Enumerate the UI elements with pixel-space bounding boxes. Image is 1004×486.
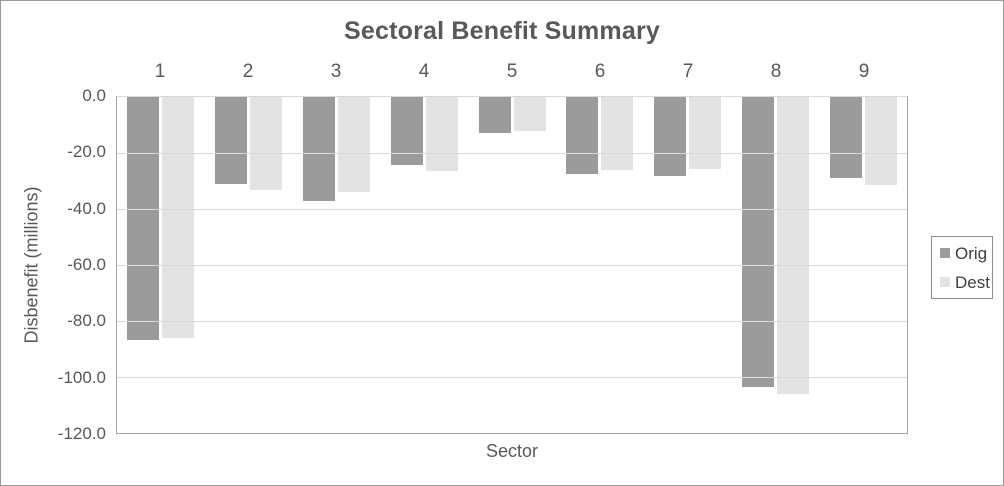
value-axis-labels: 0.0 -20.0 -40.0 -60.0 -80.0 -100.0 -120.0 <box>1 86 106 443</box>
bar-dest-sector-5 <box>513 97 546 132</box>
bar-group-sector-9 <box>819 97 907 433</box>
plot-area <box>116 96 908 434</box>
legend: Orig Dest <box>931 236 993 299</box>
legend-label: Orig <box>955 243 988 263</box>
category-label: 2 <box>242 61 254 82</box>
category-label: 4 <box>418 61 430 82</box>
x-axis-title: Sector <box>485 441 539 461</box>
y-axis-title: Disbenefit (millions) <box>21 186 42 344</box>
bar-orig-sector-5 <box>478 97 511 133</box>
value-axis-tick-label: -80.0 <box>67 311 106 331</box>
bar-orig-sector-7 <box>654 97 687 176</box>
gridline <box>117 153 907 154</box>
bar-orig-sector-4 <box>390 97 423 166</box>
bar-orig-sector-8 <box>741 97 774 388</box>
bar-group-sector-6 <box>556 97 644 433</box>
bar-orig-sector-6 <box>566 97 599 174</box>
legend-item-dest: Dest <box>940 274 992 291</box>
gridline <box>117 321 907 322</box>
bar-dest-sector-9 <box>864 97 897 186</box>
bar-group-sector-8 <box>731 97 819 433</box>
bar-dest-sector-6 <box>601 97 634 171</box>
bar-dest-sector-7 <box>689 97 722 170</box>
bar-orig-sector-2 <box>215 97 248 185</box>
bar-dest-sector-4 <box>425 97 458 171</box>
category-axis-labels: 1 2 3 4 5 6 7 8 9 <box>116 59 908 85</box>
category-label: 5 <box>506 61 518 82</box>
bar-dest-sector-3 <box>337 97 370 192</box>
bar-orig-sector-9 <box>829 97 862 179</box>
bar-group-sector-5 <box>468 97 556 433</box>
category-label: 8 <box>770 61 782 82</box>
category-label: 9 <box>858 61 870 82</box>
bar-group-sector-1 <box>117 97 205 433</box>
value-axis-tick-label: -100.0 <box>57 367 106 387</box>
category-label: 3 <box>330 61 342 82</box>
value-axis-tick-label: 0.0 <box>82 86 106 105</box>
legend-swatch-orig <box>940 248 950 258</box>
category-label: 6 <box>594 61 606 82</box>
bar-group-sector-7 <box>644 97 732 433</box>
gridline <box>117 265 907 266</box>
category-label: 7 <box>682 61 694 82</box>
legend-item-orig: Orig <box>940 245 992 262</box>
value-axis-tick-label: -60.0 <box>67 255 106 274</box>
bar-dest-sector-2 <box>250 97 283 190</box>
value-axis-tick-label: -120.0 <box>57 424 106 443</box>
category-label: 1 <box>154 61 166 82</box>
bar-group-sector-4 <box>380 97 468 433</box>
legend-label: Dest <box>955 272 990 292</box>
bar-dest-sector-8 <box>776 97 809 394</box>
chart-title: Sectoral Benefit Summary <box>343 17 661 45</box>
gridline <box>117 377 907 378</box>
bar-group-sector-3 <box>293 97 381 433</box>
legend-swatch-dest <box>940 277 950 287</box>
bar-orig-sector-3 <box>302 97 335 201</box>
bar-dest-sector-1 <box>162 97 195 338</box>
bar-orig-sector-1 <box>127 97 160 340</box>
bars-row <box>117 97 907 433</box>
gridline <box>117 209 907 210</box>
value-axis-tick-label: -20.0 <box>67 142 106 162</box>
value-axis-tick-label: -40.0 <box>67 198 106 218</box>
bar-group-sector-2 <box>205 97 293 433</box>
